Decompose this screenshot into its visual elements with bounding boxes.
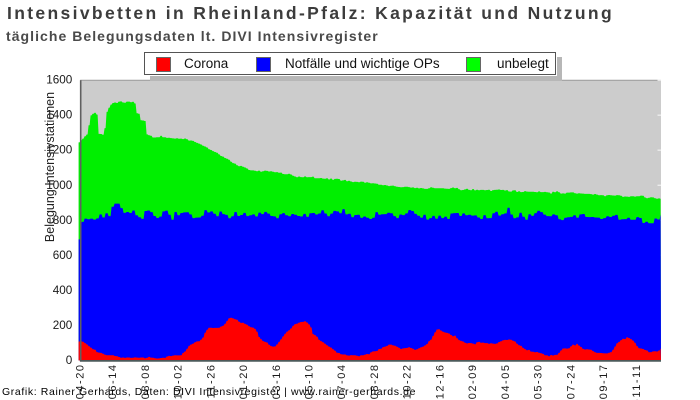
svg-text:2020-06-14: 2020-06-14 (107, 363, 119, 400)
svg-text:2022-02-09: 2022-02-09 (467, 363, 479, 400)
svg-text:2020-10-02: 2020-10-02 (173, 363, 185, 400)
svg-text:2022-07-24: 2022-07-24 (565, 363, 577, 400)
svg-text:200: 200 (53, 319, 73, 332)
svg-text:2020-11-26: 2020-11-26 (205, 363, 217, 400)
svg-text:2021-08-28: 2021-08-28 (369, 363, 381, 400)
svg-text:400: 400 (53, 284, 73, 297)
svg-text:800: 800 (53, 214, 73, 227)
svg-text:2021-10-22: 2021-10-22 (402, 363, 414, 400)
svg-text:2022-11-11: 2022-11-11 (631, 363, 643, 400)
svg-text:1200: 1200 (46, 144, 73, 157)
svg-text:1000: 1000 (46, 179, 73, 192)
svg-text:2022-05-30: 2022-05-30 (533, 363, 545, 400)
svg-text:2021-03-16: 2021-03-16 (271, 363, 283, 400)
svg-text:2021-05-10: 2021-05-10 (304, 363, 316, 400)
svg-text:2021-01-20: 2021-01-20 (238, 363, 250, 400)
svg-text:2020-04-20: 2020-04-20 (74, 363, 86, 400)
svg-text:2022-04-05: 2022-04-05 (500, 363, 512, 400)
svg-text:2022-09-17: 2022-09-17 (598, 363, 610, 400)
svg-text:1400: 1400 (46, 109, 73, 122)
svg-text:0: 0 (66, 354, 73, 367)
svg-text:1600: 1600 (46, 74, 73, 87)
svg-text:2020-08-08: 2020-08-08 (140, 363, 152, 400)
svg-text:600: 600 (53, 249, 73, 262)
svg-text:2021-07-04: 2021-07-04 (336, 363, 348, 400)
svg-text:2021-12-16: 2021-12-16 (434, 363, 446, 400)
